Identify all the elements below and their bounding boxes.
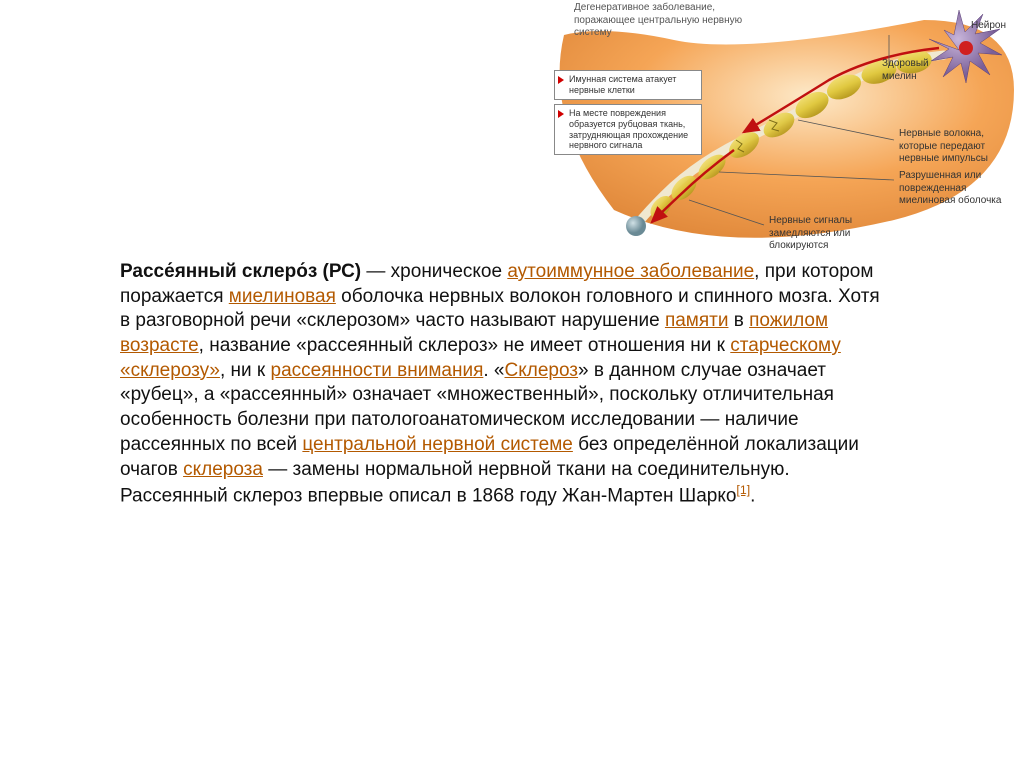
link-attention[interactable]: рассеянности внимания [271,360,484,381]
t4: в [728,310,749,331]
bullet2-text: На месте повреждения образуется рубцовая… [569,108,688,150]
t1: — хроническое [361,261,507,282]
link-myelin[interactable]: миелиновая [229,286,336,307]
title-bold: Рассе́янный склеро́з (РС) [120,261,361,282]
label-signals: Нервные сигналы замедляются или блокирую… [769,215,909,253]
bullet-immune: Имунная система атакует нервные клетки [554,70,702,100]
bullet-scar: На месте повреждения образуется рубцовая… [554,104,702,155]
t5: , название «рассеянный склероз» не имеет… [199,335,731,356]
t11: . [750,486,755,507]
label-neuron: Нейрон [971,20,1006,33]
link-cns[interactable]: центральной нервной системе [302,434,572,455]
link-sclerosis2[interactable]: склероза [183,459,263,480]
t6: , ни к [220,360,271,381]
label-nerve-fibers: Нервные волокна, которые передают нервны… [899,128,1019,166]
diagram-header: Дегенеративное заболевание, поражающее ц… [574,2,774,40]
link-autoimmune[interactable]: аутоиммунное заболевание [507,261,754,282]
label-healthy-myelin: Здоровый миелин [882,58,942,83]
main-paragraph: Рассе́янный склеро́з (РС) — хроническое … [120,260,880,509]
ms-diagram: Дегенеративное заболевание, поражающее ц… [544,0,1024,245]
bullet1-text: Имунная система атакует нервные клетки [569,74,676,95]
reference-1[interactable]: [1] [736,483,750,497]
t7: . « [483,360,504,381]
link-sclerosis[interactable]: Склероз [504,360,578,381]
label-damaged-myelin: Разрушенная или поврежденная миелиновая … [899,170,1024,208]
link-memory[interactable]: памяти [665,310,729,331]
